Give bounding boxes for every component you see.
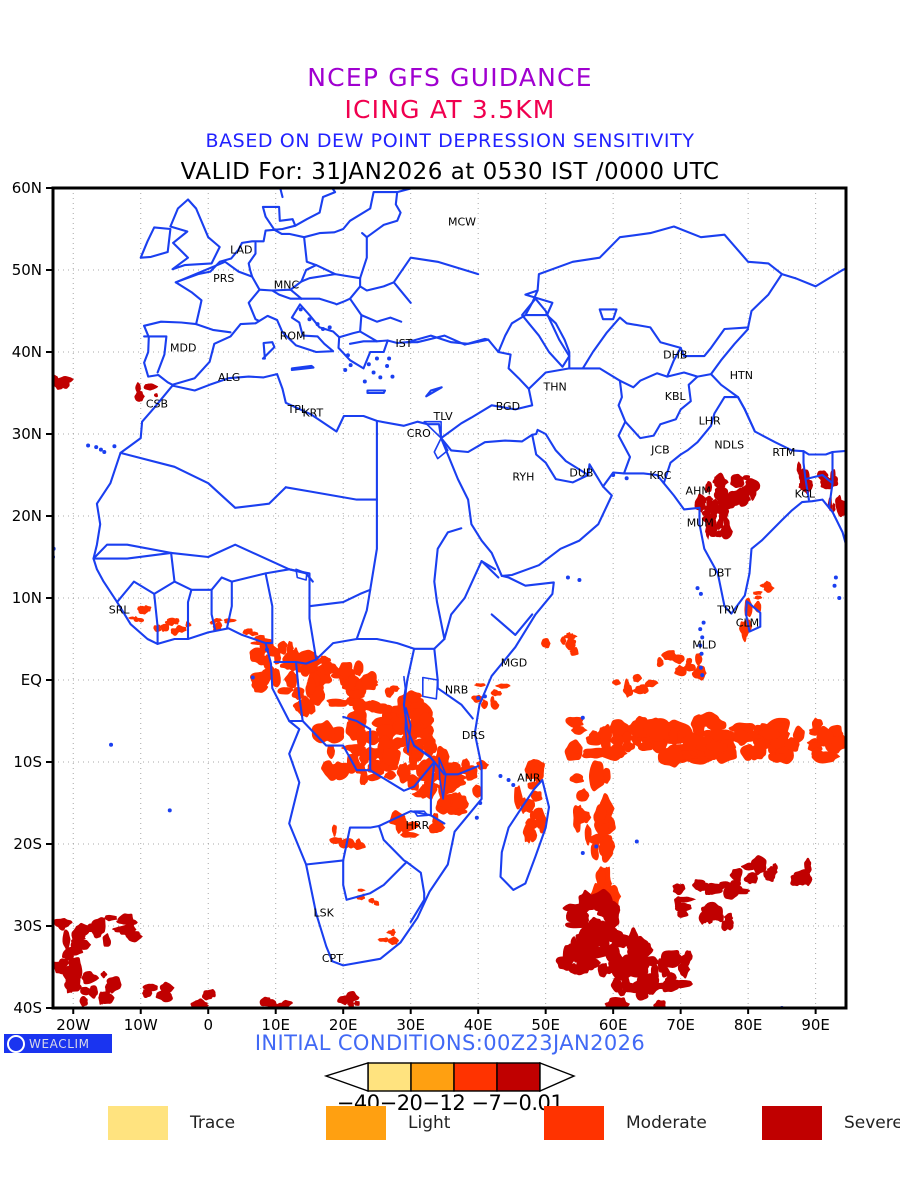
y-axis-tick-60n: 60N xyxy=(11,179,42,197)
icing-field xyxy=(53,374,846,1008)
station-label-clm: CLM xyxy=(736,616,759,629)
colorbar xyxy=(324,1062,576,1092)
station-label-dbt: DBT xyxy=(708,566,731,579)
station-label-thn: THN xyxy=(543,380,567,393)
station-label-kcl: KCL xyxy=(795,488,816,501)
valid-time-label: VALID For: 31JAN2026 at 0530 IST /0000 U… xyxy=(180,159,720,185)
station-label-kbl: KBL xyxy=(665,390,687,403)
station-label-mgd: MGD xyxy=(501,657,528,670)
initial-conditions-label: INITIAL CONDITIONS:00Z23JAN2026 xyxy=(254,1031,646,1055)
legend-label-trace: Trace xyxy=(190,1113,236,1133)
legend-swatch-severe xyxy=(762,1106,822,1140)
x-axis-tick-50e: 50E xyxy=(531,1016,560,1034)
legend-item-moderate: Moderate xyxy=(544,1106,707,1140)
station-label-drs: DRS xyxy=(462,729,485,742)
weaclim-watermark: WEACLIM xyxy=(4,1034,112,1053)
legend-item-light: Light xyxy=(326,1106,450,1140)
x-axis-tick-70e: 70E xyxy=(666,1016,695,1034)
station-label-ahm: AHM xyxy=(686,484,711,497)
coastlines-and-borders xyxy=(92,188,846,967)
map-gridlines xyxy=(53,188,846,1008)
colorbar-cell-2 xyxy=(453,1062,498,1092)
station-label-prs: PRS xyxy=(213,272,234,285)
station-label-rtm: RTM xyxy=(772,446,795,459)
colorbar-cell-3 xyxy=(496,1062,541,1092)
y-axis-tick-10s: 10S xyxy=(13,753,42,771)
station-label-tlv: TLV xyxy=(433,410,454,423)
y-axis-tick-20s: 20S xyxy=(13,835,42,853)
x-axis-tick-30e: 30E xyxy=(396,1016,425,1034)
colorbar-min-arrow xyxy=(324,1062,369,1092)
station-label-trv: TRV xyxy=(716,603,739,616)
legend-label-severe: Severe xyxy=(844,1113,900,1133)
station-label-csb: CSB xyxy=(146,397,168,410)
map-plot-area[interactable]: MCW LAD PRS MNC ROM MDD IST ALG CSB TPL KRT TLV CRO B… xyxy=(0,0,900,1040)
station-label-tpl: TPL xyxy=(287,403,308,416)
weaclim-label: WEACLIM xyxy=(29,1036,90,1051)
station-label-ndls: NDLS xyxy=(714,438,744,451)
station-label-lad: LAD xyxy=(230,243,252,256)
colorbar-max-arrow xyxy=(539,1062,576,1092)
x-axis-tick-20e: 20E xyxy=(328,1016,358,1034)
x-axis-tick-0: 0 xyxy=(203,1016,213,1034)
x-axis-tick-20w: 20W xyxy=(56,1016,91,1034)
y-axis-tick-50n: 50N xyxy=(11,261,42,279)
station-label-mdd: MDD xyxy=(170,342,196,355)
station-label-htn: HTN xyxy=(730,369,753,382)
station-label-srl: SRL xyxy=(109,603,131,616)
colorbar-cell-1 xyxy=(410,1062,455,1092)
y-axis-tick-20n: 20N xyxy=(11,507,42,525)
plot-frame xyxy=(46,186,848,1014)
legend-label-light: Light xyxy=(408,1113,451,1133)
station-label-lhr: LHR xyxy=(699,415,721,428)
station-label-ryh: RYH xyxy=(512,470,534,483)
station-label-alg: ALG xyxy=(218,371,240,384)
station-label-lsk: LSK xyxy=(313,907,334,920)
station-label-mnc: MNC xyxy=(274,279,300,292)
station-label-krt: KRT xyxy=(302,407,323,420)
x-axis-tick-90e: 90E xyxy=(801,1016,830,1034)
category-legend: Trace Light Moderate Severe xyxy=(0,1106,900,1146)
x-axis-tick-10e: 10E xyxy=(261,1016,290,1034)
y-axis-tick-30s: 30S xyxy=(13,917,42,935)
legend-item-trace: Trace xyxy=(108,1106,235,1140)
station-label-mum: MUM xyxy=(687,516,714,529)
legend-swatch-light xyxy=(326,1106,386,1140)
legend-swatch-moderate xyxy=(544,1106,604,1140)
station-label-ist: IST xyxy=(395,337,412,350)
station-label-dub: DUB xyxy=(569,466,593,479)
station-label-rom: ROM xyxy=(280,329,306,342)
legend-label-moderate: Moderate xyxy=(626,1113,707,1133)
page-subtitle-product: ICING AT 3.5KM xyxy=(344,95,556,124)
station-label-jcb: JCB xyxy=(650,443,669,456)
station-label-anr: ANR xyxy=(517,771,541,784)
y-axis-tick-40n: 40N xyxy=(11,343,42,361)
station-label-mld: MLD xyxy=(692,639,716,652)
x-axis-tick-10w: 10W xyxy=(123,1016,158,1034)
station-label-krc: KRC xyxy=(649,469,671,482)
legend-swatch-trace xyxy=(108,1106,168,1140)
station-label-mcw: MCW xyxy=(448,215,476,228)
y-axis-tick-40s: 40S xyxy=(13,999,42,1017)
x-axis-tick-80e: 80E xyxy=(733,1016,763,1034)
station-label-cpt: CPT xyxy=(322,952,343,965)
station-label-nrb: NRB xyxy=(445,684,468,697)
x-axis-tick-60e: 60E xyxy=(598,1016,628,1034)
station-label-cro: CRO xyxy=(407,427,431,440)
station-label-bgd: BGD xyxy=(496,400,520,413)
y-axis-tick-30n: 30N xyxy=(11,425,42,443)
station-label-dhb: DHB xyxy=(663,348,687,361)
legend-item-severe: Severe xyxy=(762,1106,900,1140)
x-axis-tick-40e: 40E xyxy=(463,1016,493,1034)
y-axis-tick-eq: EQ xyxy=(20,671,42,689)
page-title: NCEP GFS GUIDANCE xyxy=(307,63,593,92)
y-axis-tick-10n: 10N xyxy=(11,589,42,607)
page-subtitle-method: BASED ON DEW POINT DEPRESSION SENSITIVIT… xyxy=(205,130,695,152)
colorbar-cell-0 xyxy=(367,1062,412,1092)
station-label-hrr: HRR xyxy=(406,819,430,832)
copyright-circle-icon xyxy=(7,1034,25,1053)
